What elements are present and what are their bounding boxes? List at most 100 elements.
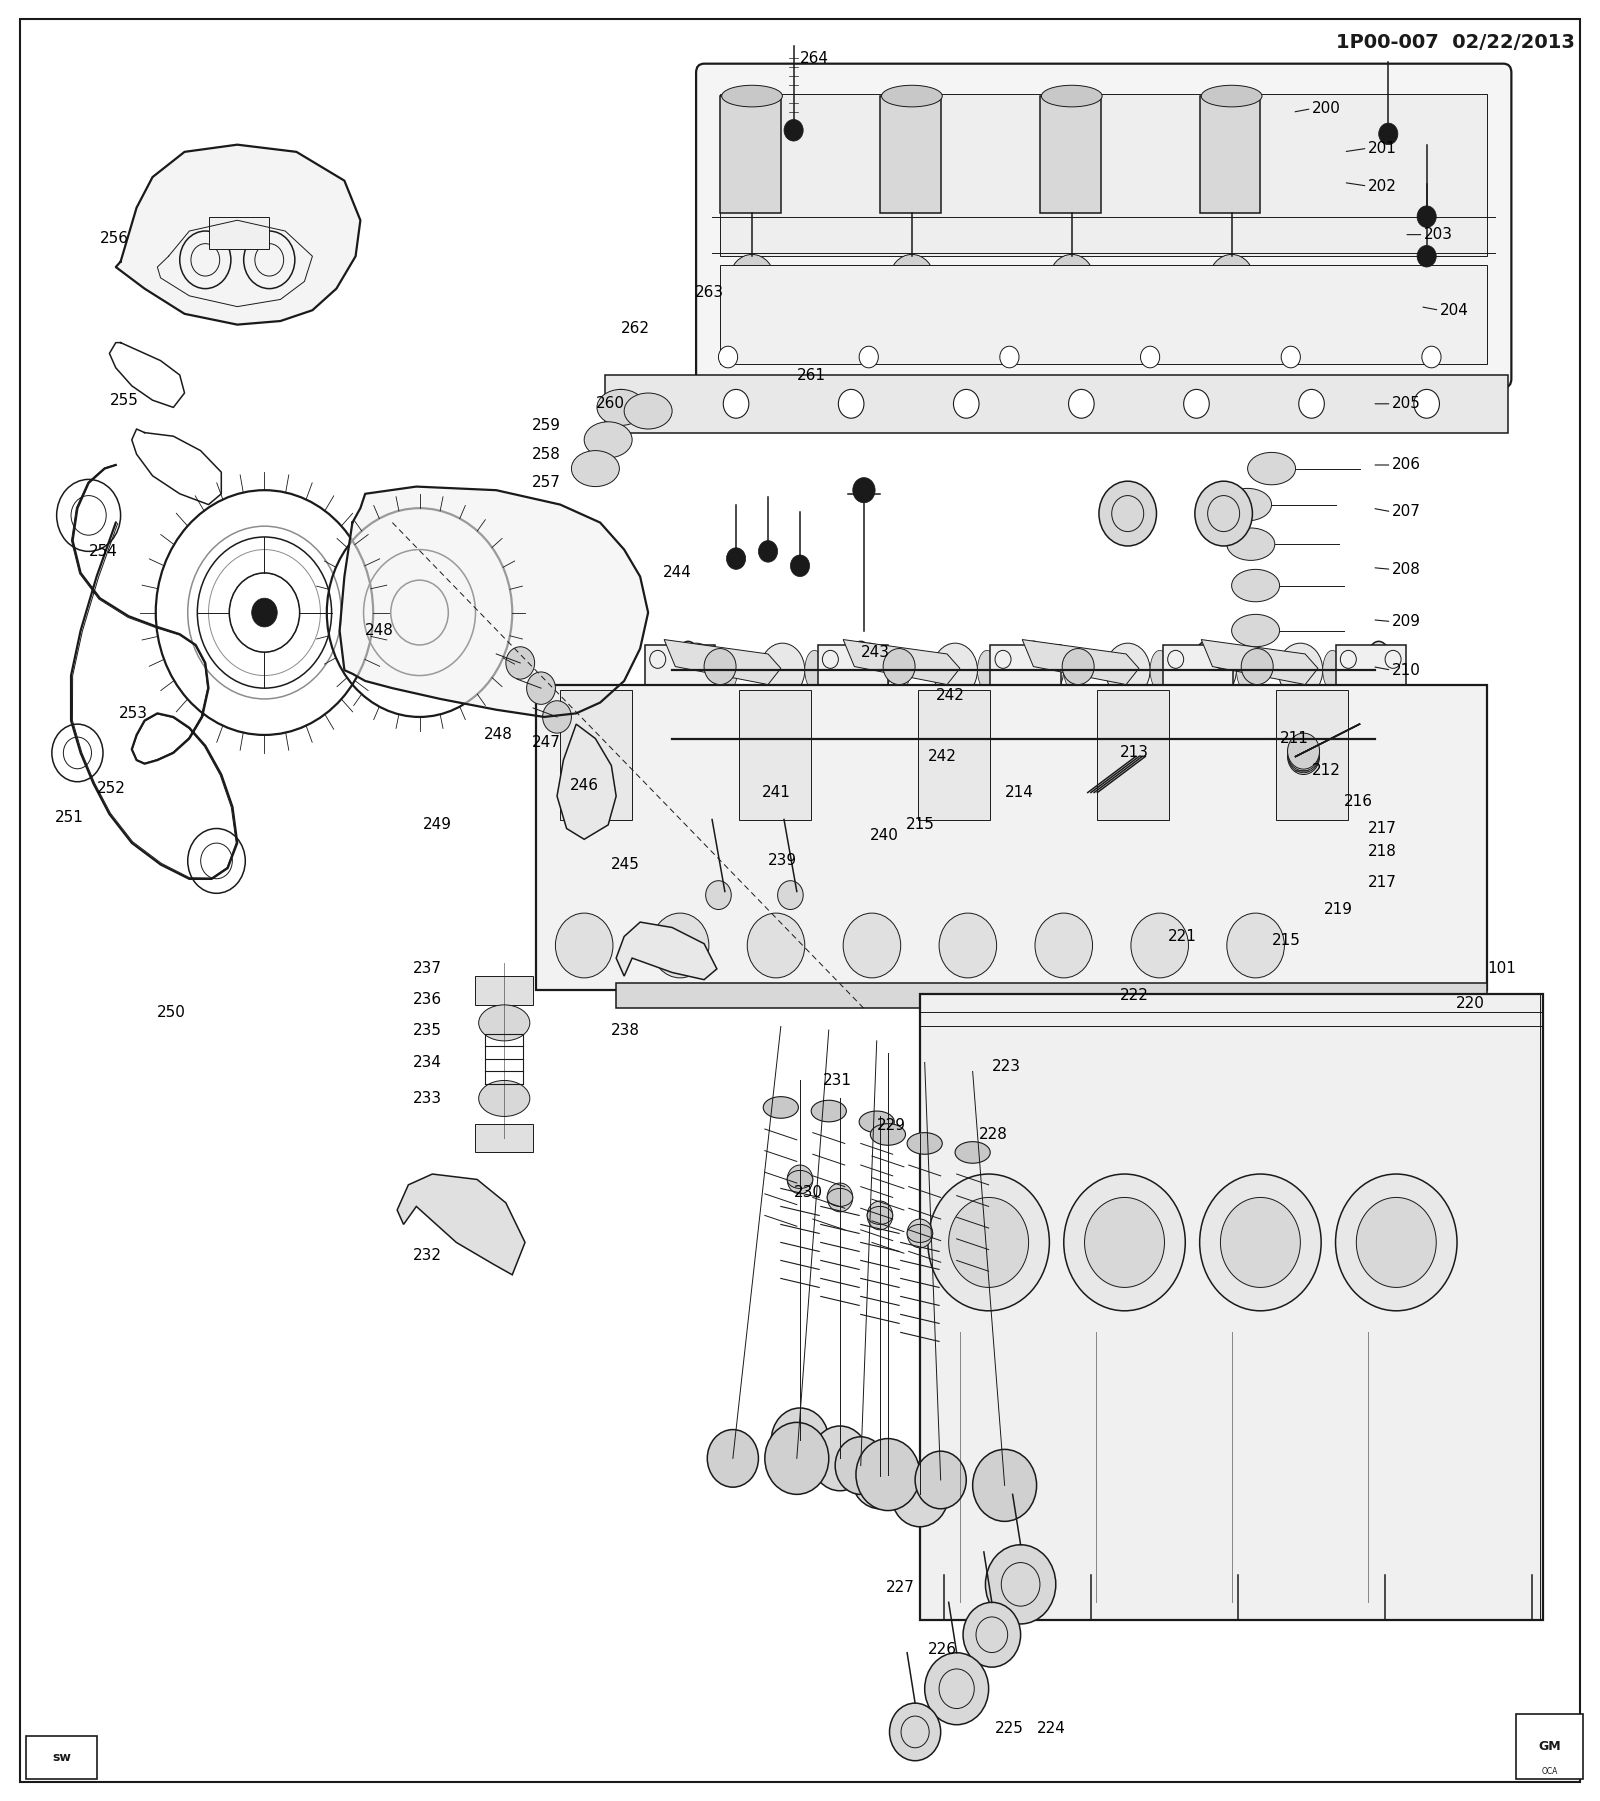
Circle shape	[747, 913, 805, 978]
Text: 241: 241	[762, 785, 790, 800]
Ellipse shape	[1237, 650, 1256, 690]
Ellipse shape	[842, 713, 886, 764]
Text: 218: 218	[1368, 845, 1397, 859]
Circle shape	[954, 389, 979, 418]
Ellipse shape	[571, 450, 619, 486]
Ellipse shape	[1019, 643, 1064, 697]
Text: GM: GM	[1539, 1740, 1562, 1752]
Text: 243: 243	[861, 645, 890, 659]
Text: 203: 203	[1424, 227, 1453, 241]
Text: 206: 206	[1392, 457, 1421, 472]
Ellipse shape	[1232, 720, 1251, 756]
Bar	[739, 690, 811, 819]
Text: 242: 242	[928, 749, 957, 764]
Circle shape	[790, 555, 810, 576]
Circle shape	[706, 881, 731, 910]
Circle shape	[251, 598, 277, 627]
Circle shape	[973, 1450, 1037, 1522]
Text: 226: 226	[928, 1643, 957, 1657]
Ellipse shape	[800, 720, 819, 756]
Ellipse shape	[674, 643, 718, 697]
Text: 253: 253	[118, 706, 147, 720]
Ellipse shape	[1019, 710, 1048, 767]
Ellipse shape	[1274, 713, 1318, 764]
Text: 222: 222	[1120, 989, 1149, 1003]
Ellipse shape	[846, 641, 875, 699]
Bar	[1040, 95, 1101, 213]
Ellipse shape	[1019, 641, 1048, 699]
Text: 228: 228	[979, 1127, 1008, 1142]
Bar	[1200, 95, 1261, 213]
Bar	[918, 690, 990, 819]
Text: 246: 246	[570, 778, 598, 792]
Bar	[560, 690, 632, 819]
Circle shape	[1336, 1174, 1458, 1311]
Circle shape	[1221, 1198, 1301, 1288]
Ellipse shape	[870, 1124, 906, 1145]
Ellipse shape	[907, 1225, 933, 1243]
Ellipse shape	[933, 643, 978, 697]
Ellipse shape	[955, 1142, 990, 1163]
Ellipse shape	[891, 650, 910, 690]
Circle shape	[651, 913, 709, 978]
Ellipse shape	[1224, 488, 1272, 520]
Ellipse shape	[478, 1005, 530, 1041]
Bar	[1163, 645, 1234, 774]
Text: 254: 254	[88, 544, 117, 558]
Circle shape	[1379, 122, 1398, 144]
Ellipse shape	[882, 85, 942, 106]
Circle shape	[843, 913, 901, 978]
Circle shape	[1422, 346, 1442, 367]
Polygon shape	[1202, 639, 1318, 684]
Bar	[475, 976, 533, 1005]
Circle shape	[1000, 346, 1019, 367]
Ellipse shape	[1192, 710, 1221, 767]
Circle shape	[1195, 481, 1253, 546]
Circle shape	[718, 346, 738, 367]
Circle shape	[856, 1439, 920, 1511]
Polygon shape	[339, 486, 648, 717]
Text: sw: sw	[53, 1751, 70, 1763]
Circle shape	[890, 254, 934, 304]
Bar	[920, 994, 1544, 1621]
Text: 202: 202	[1368, 178, 1397, 193]
Text: 210: 210	[1392, 663, 1421, 677]
Circle shape	[1299, 389, 1325, 418]
Ellipse shape	[867, 1207, 893, 1225]
Polygon shape	[557, 724, 616, 839]
Circle shape	[787, 1165, 813, 1194]
Circle shape	[851, 1444, 909, 1509]
Circle shape	[1357, 1198, 1437, 1288]
Text: 239: 239	[768, 854, 797, 868]
Bar	[616, 983, 1488, 1009]
Circle shape	[1141, 346, 1160, 367]
Text: 225: 225	[995, 1720, 1024, 1736]
Ellipse shape	[584, 421, 632, 457]
Ellipse shape	[763, 1097, 798, 1118]
Circle shape	[1288, 737, 1320, 773]
Ellipse shape	[928, 713, 973, 764]
Circle shape	[963, 1603, 1021, 1668]
Circle shape	[1288, 735, 1320, 771]
Text: 101: 101	[1488, 962, 1517, 976]
Text: 217: 217	[1368, 875, 1397, 890]
Text: 223: 223	[992, 1059, 1021, 1073]
Circle shape	[867, 1201, 893, 1230]
Circle shape	[925, 1653, 989, 1725]
Circle shape	[883, 648, 915, 684]
Ellipse shape	[907, 1133, 942, 1154]
Circle shape	[838, 389, 864, 418]
Bar	[1517, 1715, 1584, 1779]
Text: 248: 248	[483, 728, 512, 742]
Polygon shape	[664, 639, 781, 684]
Ellipse shape	[674, 641, 702, 699]
Circle shape	[1069, 389, 1094, 418]
Text: 244: 244	[662, 566, 691, 580]
Text: 204: 204	[1440, 303, 1469, 317]
Text: 211: 211	[1280, 731, 1309, 746]
Text: 216: 216	[1344, 794, 1373, 809]
Text: 215: 215	[906, 818, 934, 832]
Circle shape	[811, 1426, 869, 1491]
Circle shape	[1418, 205, 1437, 227]
Ellipse shape	[1365, 641, 1394, 699]
